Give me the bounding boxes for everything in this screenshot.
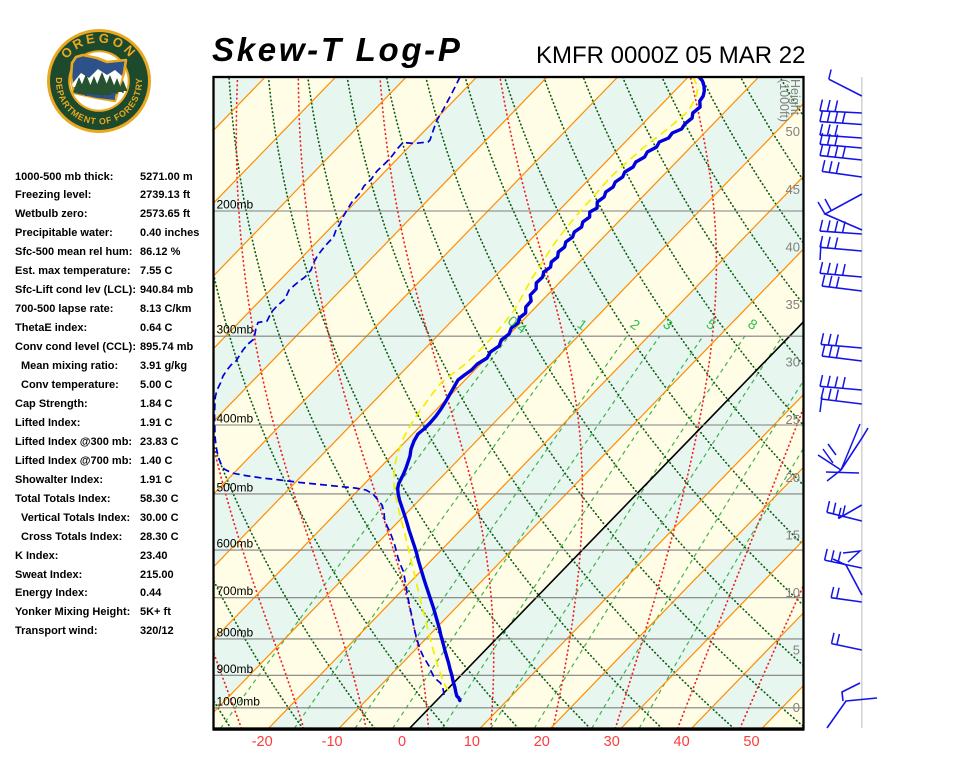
svg-text:45: 45 xyxy=(786,182,800,197)
svg-text:Height: Height xyxy=(788,79,802,116)
svg-text:0: 0 xyxy=(398,734,406,750)
svg-text:20: 20 xyxy=(534,734,550,750)
svg-text:25: 25 xyxy=(786,412,800,427)
svg-text:30: 30 xyxy=(786,355,800,370)
svg-text:700mb: 700mb xyxy=(217,584,254,598)
svg-text:-10: -10 xyxy=(322,734,343,750)
svg-text:500mb: 500mb xyxy=(217,480,254,494)
svg-text:50: 50 xyxy=(786,124,800,139)
svg-text:50: 50 xyxy=(743,734,759,750)
svg-text:35: 35 xyxy=(786,297,800,312)
svg-text:40: 40 xyxy=(674,734,690,750)
svg-text:(1000ft): (1000ft) xyxy=(777,79,791,122)
svg-text:400mb: 400mb xyxy=(217,412,254,426)
svg-text:15: 15 xyxy=(786,527,800,542)
svg-text:200mb: 200mb xyxy=(217,198,254,212)
svg-text:20: 20 xyxy=(786,470,800,485)
svg-text:900mb: 900mb xyxy=(217,662,254,676)
svg-text:800mb: 800mb xyxy=(217,625,254,639)
svg-text:10: 10 xyxy=(464,734,480,750)
svg-text:10: 10 xyxy=(786,585,800,600)
svg-text:5: 5 xyxy=(793,643,800,658)
svg-text:600mb: 600mb xyxy=(217,537,254,551)
svg-text:40: 40 xyxy=(786,239,800,254)
svg-text:1000mb: 1000mb xyxy=(217,694,261,708)
svg-text:-20: -20 xyxy=(252,734,273,750)
svg-text:30: 30 xyxy=(604,734,620,750)
svg-text:0: 0 xyxy=(793,700,800,715)
svg-text:300mb: 300mb xyxy=(217,323,254,337)
